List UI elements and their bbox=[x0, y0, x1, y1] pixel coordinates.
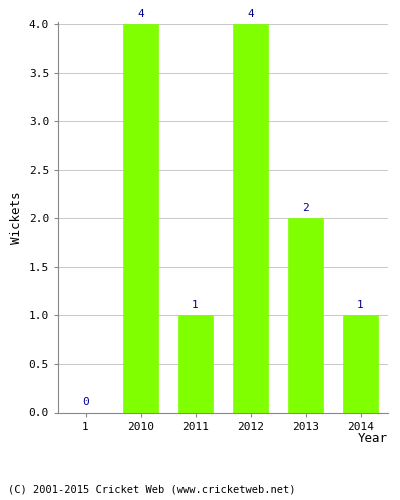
Text: 1: 1 bbox=[357, 300, 364, 310]
Text: 1: 1 bbox=[192, 300, 199, 310]
Bar bbox=[288, 218, 323, 412]
Bar bbox=[343, 316, 378, 412]
Text: 0: 0 bbox=[82, 396, 89, 406]
Bar bbox=[233, 24, 268, 412]
Bar bbox=[123, 24, 158, 412]
Text: 4: 4 bbox=[137, 8, 144, 18]
Bar bbox=[178, 316, 213, 412]
Y-axis label: Wickets: Wickets bbox=[10, 191, 23, 244]
Text: Year: Year bbox=[358, 432, 388, 446]
Text: 4: 4 bbox=[247, 8, 254, 18]
Text: 2: 2 bbox=[302, 202, 309, 212]
Text: (C) 2001-2015 Cricket Web (www.cricketweb.net): (C) 2001-2015 Cricket Web (www.cricketwe… bbox=[8, 484, 296, 494]
